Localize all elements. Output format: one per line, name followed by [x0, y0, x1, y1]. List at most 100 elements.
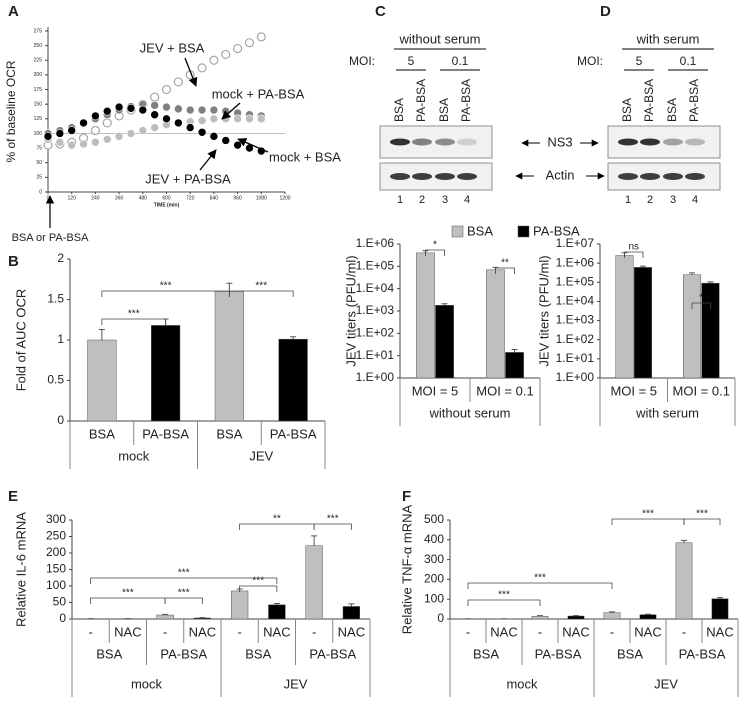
- y-tick-label: 0: [59, 611, 66, 625]
- significance-label: ***: [178, 568, 190, 579]
- data-point: [150, 92, 160, 102]
- x-tick-label: NAC: [706, 624, 733, 639]
- x-tick-label: NAC: [114, 624, 141, 639]
- x-tick-label: 720: [186, 195, 195, 201]
- error-bar: [273, 602, 280, 605]
- y-tick-label: 1.E+03: [356, 303, 395, 317]
- bar: [633, 267, 652, 379]
- blot-band: [685, 173, 705, 180]
- y-tick-label: 275: [34, 28, 43, 34]
- lane-number: 4: [692, 194, 698, 206]
- y-tick-label: 1.E+00: [556, 370, 595, 384]
- bar: [416, 252, 435, 379]
- y-tick-label: 500: [424, 512, 444, 526]
- y-tick-label: 200: [34, 72, 43, 78]
- y-tick-label: 1.E+01: [356, 348, 395, 362]
- error-bar: [226, 282, 233, 292]
- x-tick-label: -: [237, 624, 241, 639]
- error-bar: [98, 328, 105, 340]
- group-label: mock: [131, 676, 163, 691]
- x-tick-label: NAC: [263, 624, 290, 639]
- y-tick-label: 1.E+02: [556, 332, 595, 346]
- data-point: [197, 63, 207, 73]
- x-tick-label: -: [88, 624, 92, 639]
- bar: [305, 545, 323, 620]
- x-tick-label: 1200: [279, 195, 290, 201]
- y-axis-label: JEV titers (PFU/ml): [536, 255, 551, 366]
- protein-label: Actin: [546, 167, 575, 182]
- panel-letter: A: [8, 3, 19, 20]
- significance-label: ***: [160, 281, 172, 292]
- subgroup-label: BSA: [245, 646, 271, 661]
- y-tick-label: 100: [424, 591, 444, 605]
- lane-label: BSA: [620, 98, 634, 122]
- data-point: [114, 132, 124, 141]
- data-point: [67, 140, 76, 150]
- data-point: [126, 103, 136, 113]
- x-tick-label: PA-BSA: [270, 426, 317, 441]
- significance-bracket: [425, 249, 445, 256]
- annotation: mock + PA-BSA: [212, 86, 305, 101]
- y-tick-label: 0: [437, 611, 444, 625]
- y-tick-label: 2: [57, 251, 64, 265]
- blot-band: [663, 138, 683, 146]
- x-tick-label: NAC: [189, 624, 216, 639]
- bar: [701, 282, 720, 379]
- y-tick-label: 125: [34, 116, 43, 122]
- bar: [486, 269, 505, 379]
- legend-swatch: [451, 225, 464, 238]
- y-tick-label: 150: [34, 102, 43, 108]
- subgroup-label: BSA: [473, 646, 499, 661]
- bar: [615, 255, 634, 379]
- panel-letter: D: [600, 3, 611, 20]
- y-axis-label: Relative TNF-α mRNA: [399, 505, 414, 635]
- y-tick-label: 1.E+01: [556, 351, 595, 365]
- x-tick-label: NAC: [562, 624, 589, 639]
- y-tick-label: 25: [36, 175, 42, 181]
- blot-band: [435, 138, 455, 146]
- y-tick-label: 1: [57, 332, 64, 346]
- x-tick-label: 360: [115, 195, 124, 201]
- moi-value: 0.1: [680, 54, 697, 68]
- significance-bracket: [313, 523, 352, 530]
- lane-number: 2: [647, 194, 653, 206]
- bar: [435, 305, 454, 379]
- data-point: [102, 118, 112, 128]
- y-tick-label: 50: [53, 595, 67, 609]
- significance-label: *: [699, 293, 703, 304]
- group-label: JEV: [249, 448, 273, 463]
- bar: [603, 612, 621, 620]
- group-label: with serum: [635, 405, 699, 420]
- blot-band: [390, 138, 410, 146]
- bar: [675, 542, 693, 620]
- bar: [567, 615, 585, 620]
- significance-bracket: [239, 523, 315, 530]
- significance-bracket: [239, 585, 278, 592]
- data-point: [197, 105, 207, 115]
- lane-label: BSA: [437, 98, 451, 122]
- panel-letter: B: [8, 253, 19, 270]
- blot-band: [390, 173, 410, 180]
- bar: [505, 352, 524, 379]
- significance-label: ***: [255, 281, 267, 292]
- error-bar: [290, 336, 297, 340]
- blot-band: [618, 138, 638, 146]
- bar: [214, 291, 244, 422]
- data-point: [150, 101, 159, 110]
- data-point: [221, 136, 231, 145]
- lane-label: BSA: [392, 98, 406, 122]
- y-tick-label: 225: [34, 58, 43, 64]
- moi-value: 5: [408, 54, 415, 68]
- annotation: mock + BSA: [269, 149, 341, 164]
- lane-number: 2: [419, 194, 425, 206]
- data-point: [102, 106, 112, 116]
- error-bar: [639, 265, 646, 268]
- data-point: [138, 105, 148, 115]
- bar: [230, 590, 249, 620]
- protein-label: NS3: [547, 134, 572, 149]
- annotation-arrow: [221, 102, 241, 120]
- annotation-arrow: [237, 138, 269, 153]
- y-tick-label: 1.E+07: [556, 236, 595, 250]
